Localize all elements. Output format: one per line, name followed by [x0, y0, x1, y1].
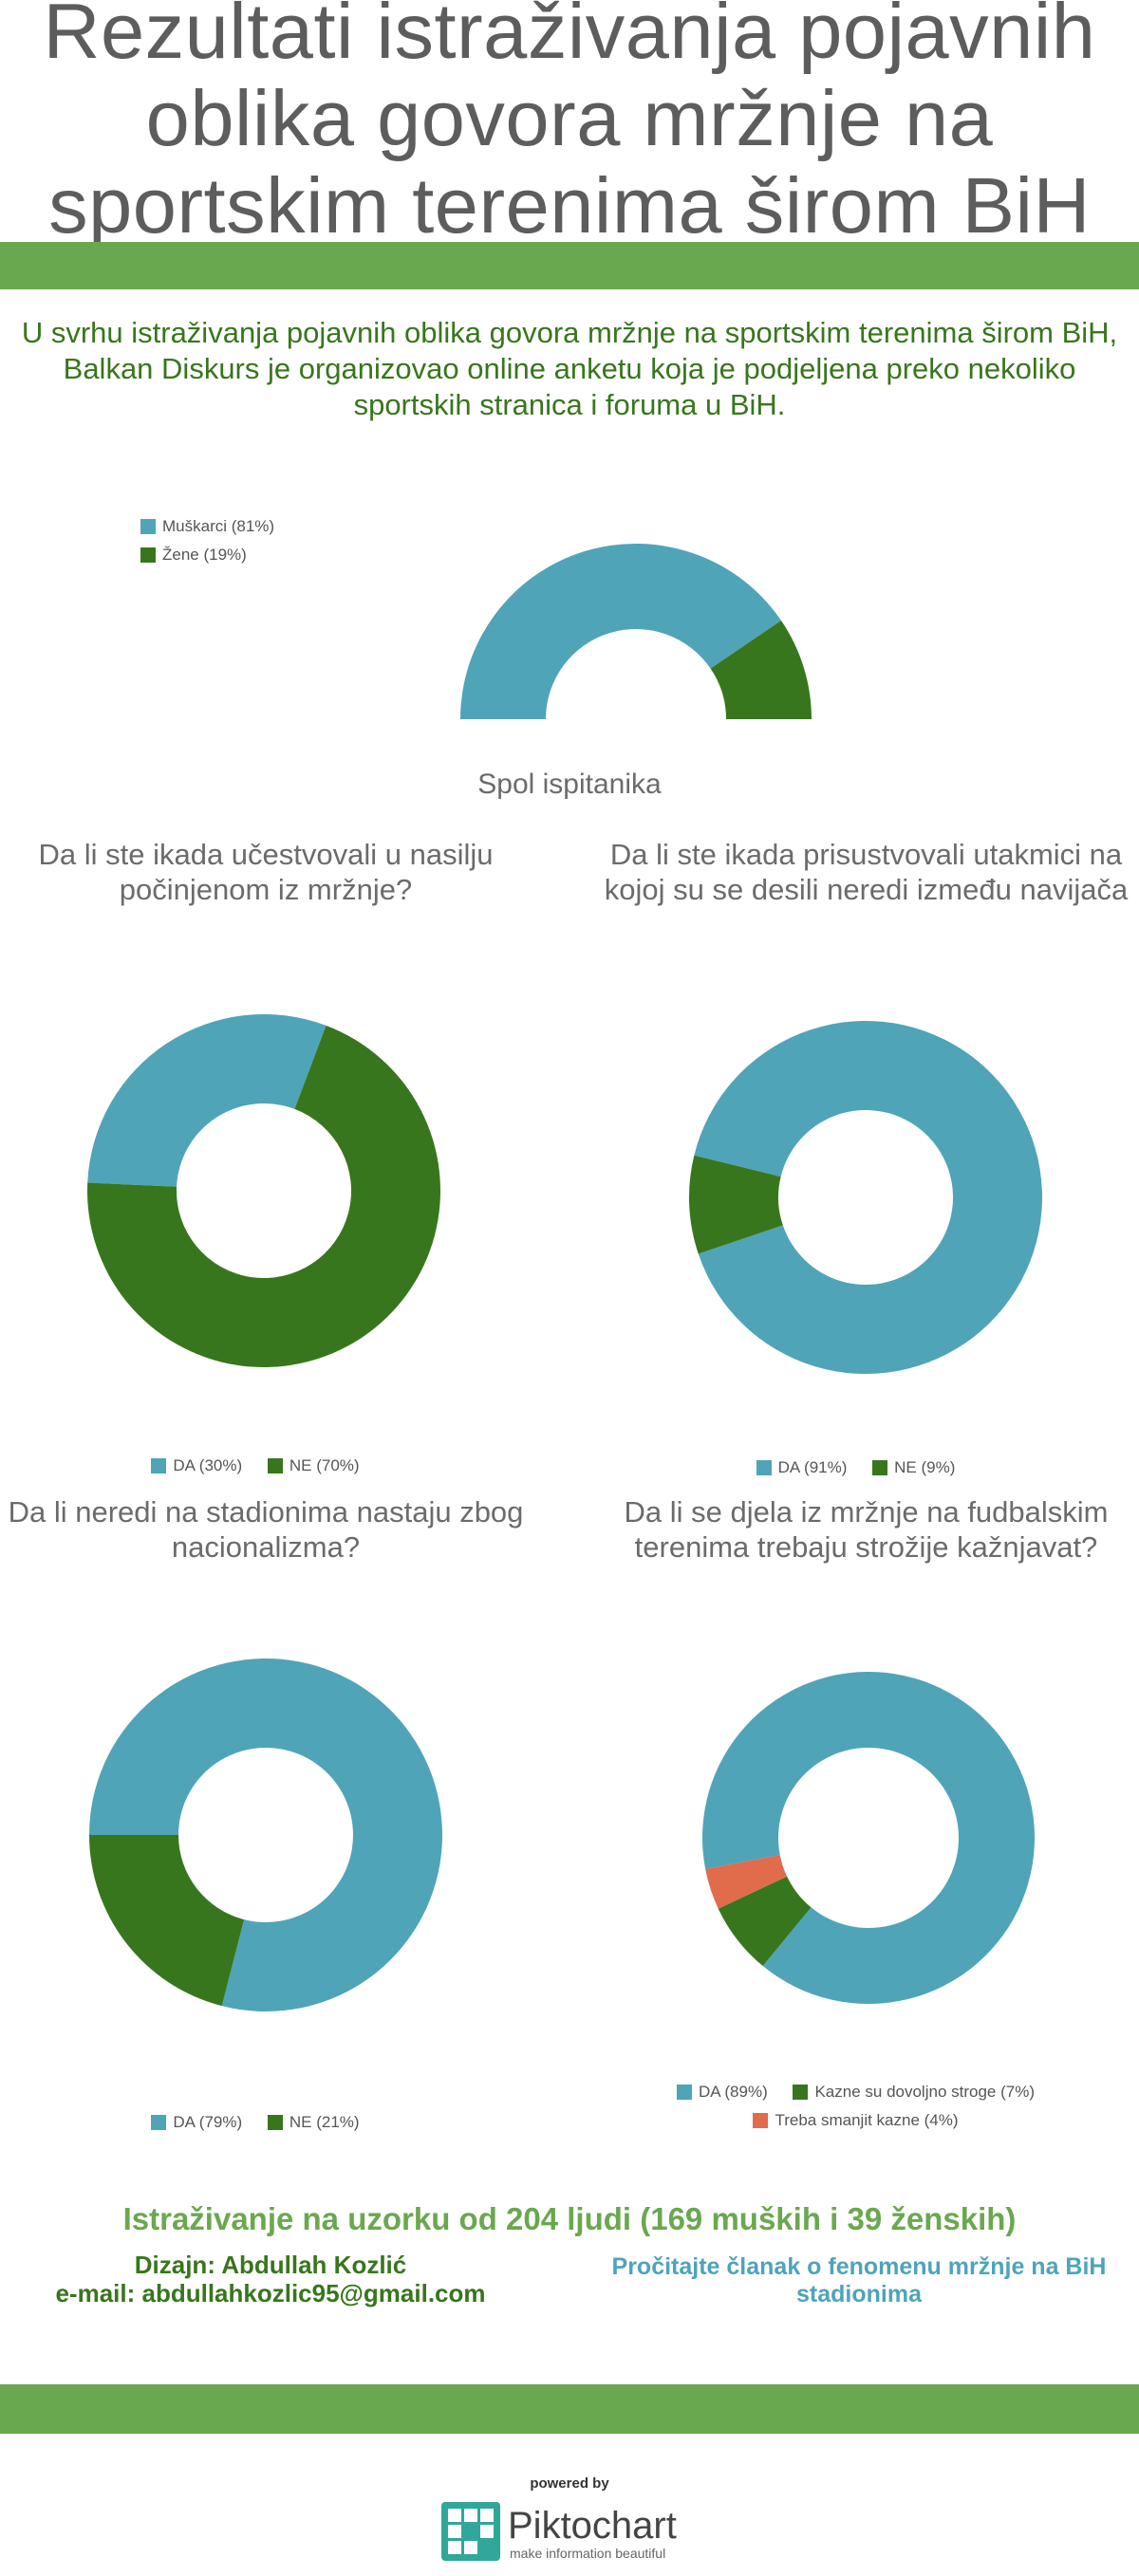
legend-label: NE (21%): [289, 2113, 360, 2131]
nationalism-chart: [89, 1659, 443, 2011]
legend-gender: Muškarci (81%) Žene (19%): [140, 512, 295, 569]
legend-label: DA (91%): [777, 1458, 848, 1476]
pie-slice: [702, 1672, 1035, 2004]
stricter-punishment-chart: [702, 1672, 1035, 2004]
legend-item: NE (70%): [267, 1452, 360, 1480]
legend-swatch: [753, 2113, 769, 2128]
powered-by-text: powered by: [530, 2475, 609, 2492]
legend-participated-violence: DA (30%) NE (70%): [0, 1452, 532, 1480]
pie-slice: [460, 543, 782, 719]
pie-slice: [89, 1835, 245, 2007]
legend-item: Muškarci (81%): [140, 512, 274, 541]
legend-swatch: [140, 547, 156, 563]
legend-item: DA (79%): [151, 2108, 242, 2137]
gender-chart: [460, 543, 812, 719]
participated-violence-chart: [87, 1014, 440, 1367]
legend-item: NE (21%): [267, 2108, 360, 2137]
pie-slice: [705, 1854, 788, 1909]
pie-slice: [87, 1025, 440, 1367]
legend-swatch: [151, 2115, 167, 2130]
legend-label: Muškarci (81%): [162, 517, 275, 535]
author-credit: Dizajn: Abdullah Kozlić e-mail: abdullah…: [28, 2251, 513, 2307]
logo-text: Piktochart: [508, 2505, 677, 2547]
legend-swatch: [267, 1458, 283, 1473]
piktochart-logo-icon: Piktochart make information beautiful: [441, 2502, 677, 2561]
article-link[interactable]: Pročitajte članak o fenomenu mržnje na B…: [611, 2253, 1107, 2307]
piktochart-logo[interactable]: Piktochart make information beautiful: [439, 2498, 705, 2569]
attended-riots-chart: [689, 1021, 1042, 1374]
pie-slice: [718, 1876, 812, 1967]
gender-chart-title: Spol ispitanika: [477, 769, 662, 800]
pie-slice: [89, 1659, 443, 2011]
question-stricter-punishment: Da li se djela iz mržnje na fudbalskim t…: [624, 1495, 1109, 1564]
question-participated-violence: Da li ste ikada učestvovali u nasilju po…: [38, 838, 494, 906]
page-title: Rezultati istraživanja pojavnih oblika g…: [43, 0, 1096, 250]
legend-stricter-punishment: DA (89%) Kazne su dovoljno stroge (7%) T…: [593, 2078, 1139, 2135]
question-attended-riots: Da li ste ikada prisustvovali utakmici n…: [604, 838, 1129, 906]
legend-swatch: [756, 1460, 772, 1475]
study-sample-text: Istraživanje na uzorku od 204 ljudi (169…: [122, 2201, 1017, 2236]
legend-label: Treba smanjit kazne (4%): [775, 2111, 959, 2129]
legend-item: DA (91%): [756, 1454, 848, 1482]
pie-slice: [87, 1014, 327, 1187]
legend-label: DA (89%): [698, 2083, 768, 2101]
legend-item: Kazne su dovoljno stroge (7%): [793, 2078, 1035, 2106]
question-nationalism: Da li neredi na stadionima nastaju zbog …: [8, 1495, 524, 1564]
legend-swatch: [676, 2085, 692, 2100]
legend-swatch: [267, 2115, 283, 2130]
legend-label: NE (70%): [289, 1456, 360, 1474]
legend-item: Treba smanjit kazne (4%): [753, 2106, 959, 2135]
legend-label: DA (30%): [173, 1456, 243, 1474]
legend-label: Kazne su dovoljno stroge (7%): [814, 2083, 1035, 2101]
legend-label: Žene (19%): [162, 546, 247, 564]
pie-slice: [710, 621, 812, 719]
legend-label: DA (79%): [173, 2113, 243, 2131]
author-email[interactable]: e-mail: abdullahkozlic95@gmail.com: [55, 2279, 486, 2307]
legend-nationalism: DA (79%) NE (21%): [0, 2108, 532, 2137]
pie-slice: [689, 1155, 783, 1254]
legend-item: NE (9%): [872, 1454, 955, 1482]
legend-label: NE (9%): [894, 1458, 956, 1476]
footer-band: [0, 2384, 1139, 2434]
legend-swatch: [140, 519, 156, 534]
pie-slice: [694, 1021, 1042, 1374]
author-name: Dizajn: Abdullah Kozlić: [134, 2251, 407, 2279]
logo-tagline: make information beautiful: [510, 2546, 665, 2561]
legend-item: DA (30%): [151, 1452, 242, 1480]
intro-text: U svrhu istraživanja pojavnih oblika gov…: [21, 316, 1118, 421]
legend-item: DA (89%): [676, 2078, 768, 2106]
legend-swatch: [872, 1460, 888, 1475]
legend-swatch: [151, 1458, 167, 1473]
legend-swatch: [793, 2085, 809, 2100]
header-band: [0, 242, 1139, 289]
legend-item: Žene (19%): [140, 541, 247, 569]
legend-attended-riots: DA (91%) NE (9%): [593, 1454, 1139, 1482]
